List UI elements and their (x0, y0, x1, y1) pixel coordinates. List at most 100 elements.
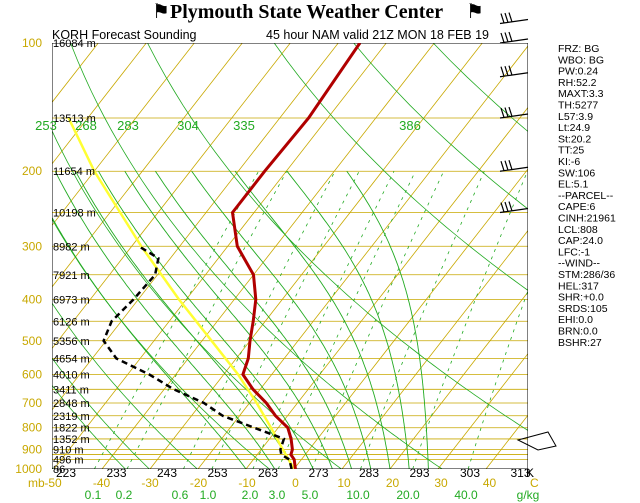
mixing-ratio-line (211, 171, 360, 469)
height-label: 1822 m (53, 423, 90, 435)
height-label: 1352 m (53, 434, 90, 446)
height-label: 2848 m (53, 398, 90, 410)
kelvin-tick-label: 233 (106, 466, 126, 480)
barb-staff (499, 207, 529, 214)
isotherm-line (341, 229, 528, 469)
isotherm-line (52, 43, 195, 227)
wind-barbs (499, 12, 557, 451)
mixing-ratio-tick-label: 0.1 (85, 488, 102, 502)
kelvin-unit-label: K (526, 466, 534, 480)
mixing-ratio-tick-label: 0.2 (116, 488, 133, 502)
temperature-trace (230, 43, 362, 469)
height-label: 4010 m (53, 369, 90, 381)
barb-feather (504, 66, 509, 76)
index-row: BRN:0.0 (558, 326, 598, 338)
moist-adiabat (124, 170, 333, 469)
dry-adiabat (147, 43, 528, 431)
kelvin-tick-label: 243 (157, 466, 177, 480)
chart-grid (0, 43, 528, 469)
dry-adiabat (52, 302, 198, 469)
mixing-ratio-tick-label: 20.0 (396, 488, 420, 502)
index-row: LCL:808 (558, 224, 598, 236)
dry-adiabat (52, 218, 270, 469)
barb-feather (500, 32, 505, 43)
barb-feather (500, 161, 505, 171)
height-label: 8982 m (53, 241, 90, 253)
wind-barb-icon (499, 160, 529, 172)
dry-adiabat (432, 43, 528, 133)
temperature-tick-label: -40 (93, 476, 111, 490)
height-label: 13513 m (53, 113, 96, 125)
theta-label: 283 (117, 118, 139, 133)
isotherm-line (52, 43, 147, 165)
wind-barb-icon (499, 106, 529, 119)
index-row: EHI:0.0 (558, 314, 593, 326)
isotherm-line (245, 106, 528, 469)
barb-feather (500, 107, 505, 118)
barb-feather (504, 32, 509, 43)
kelvin-tick-label: 253 (207, 466, 227, 480)
index-row: RH:52.2 (558, 77, 597, 89)
pressure-tick-label: 200 (22, 164, 42, 178)
moist-adiabat (286, 170, 410, 469)
index-row: CAP:24.0 (558, 235, 603, 247)
temperature-tick-label: 10 (337, 476, 351, 490)
barb-feather (504, 201, 509, 212)
isotherm-line (52, 43, 339, 411)
index-row: CINH:21961 (558, 213, 616, 225)
dry-adiabat (0, 43, 5, 469)
moist-adiabat (346, 170, 429, 469)
height-label: 16084 m (53, 38, 96, 50)
mixing-ratio-tick-label: 3.0 (269, 488, 286, 502)
barb-feather (508, 106, 513, 117)
flag-icon: ⚑ (152, 0, 170, 23)
mixing-ratio-unit-label: g/kg (517, 488, 540, 502)
barb-staff (499, 18, 529, 25)
dewpoint-trace (102, 245, 293, 469)
kelvin-tick-label: 313 (510, 466, 530, 480)
barb-staff (499, 166, 529, 172)
height-label: 6126 m (53, 316, 90, 328)
pressure-tick-label: 400 (22, 292, 42, 306)
page-title: Plymouth State Weather Center (170, 1, 443, 23)
pressure-tick-label: 600 (22, 367, 42, 381)
height-label: 11654 m (53, 166, 95, 178)
dry-adiabat (273, 43, 528, 291)
temperature-tick-label: 0 (292, 476, 299, 490)
isotherm-line (437, 352, 528, 469)
moist-adiabat (54, 170, 276, 469)
height-label: 10198 m (53, 208, 96, 220)
mixing-ratio-tick-label: 10.0 (346, 488, 370, 502)
height-label: 910 m (53, 445, 84, 457)
mixing-ratio-line (412, 171, 528, 469)
pressure-tick-label: 500 (22, 334, 42, 348)
temperature-tick-label: 30 (434, 476, 448, 490)
wind-barb-icon (499, 31, 529, 44)
dry-adiabat (52, 129, 342, 469)
isotherm-line (0, 43, 2, 469)
height-label: 496 m (53, 455, 84, 467)
index-row: BSHR:27 (558, 337, 602, 349)
mixing-ratio-line (252, 171, 395, 469)
index-row: MAXT:3.3 (558, 88, 604, 100)
index-row: SHR:+0.0 (558, 292, 604, 304)
mixing-ratio-tick-label: 5.0 (302, 488, 319, 502)
index-row: TH:5277 (558, 100, 598, 112)
barb-staff (499, 38, 529, 44)
index-row: FRZ: BG (558, 43, 599, 55)
pressure-tick-label: 100 (22, 36, 42, 50)
plot-frame (52, 43, 528, 469)
isotherm-line (101, 43, 435, 469)
temperature-unit-label: C (530, 476, 539, 490)
isotherm-line (52, 43, 291, 350)
isotherm-line (52, 43, 243, 288)
isotherm-line (53, 43, 387, 469)
height-label: 2319 m (53, 411, 90, 423)
moist-adiabat (98, 170, 314, 469)
kelvin-tick-label: 263 (258, 466, 278, 480)
kelvin-tick-label: 283 (359, 466, 379, 480)
